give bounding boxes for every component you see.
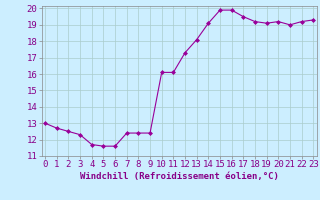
X-axis label: Windchill (Refroidissement éolien,°C): Windchill (Refroidissement éolien,°C) — [80, 172, 279, 181]
